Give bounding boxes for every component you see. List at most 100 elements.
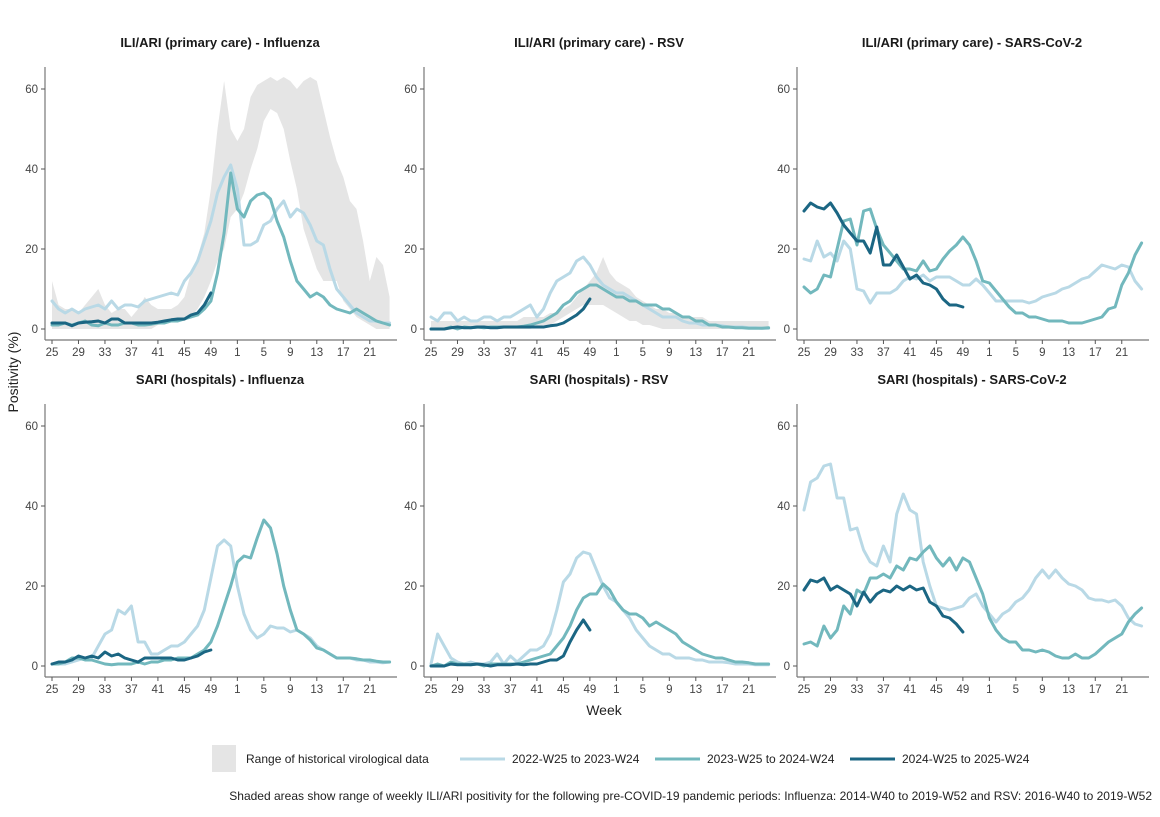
legend-band-swatch [212,745,236,772]
x-tick-label: 21 [742,347,755,359]
panels: ILI/ARI (primary care) - Influenza 0 20 40 6… [25,35,1149,696]
x-tick-label: 45 [178,684,191,696]
x-tick-label: 5 [640,684,646,696]
x-tick-label: 33 [99,347,112,359]
x-tick-label: 9 [1039,684,1045,696]
x-tick-label: 25 [46,684,59,696]
x-tick-label: 41 [152,347,165,359]
x-tick-label: 1 [986,347,992,359]
x-tick-label: 37 [877,347,890,359]
series-line-2023 [802,207,1144,325]
legend: Range of historical virological data 202… [212,745,1030,772]
x-tick-label: 37 [877,684,890,696]
panel-title: SARI (hospitals) - RSV [530,372,669,387]
series-line-2022 [50,538,392,666]
y-tick-label: 60 [777,84,790,96]
series-line-2023 [802,544,1144,660]
y-tick-label: 20 [404,581,417,593]
panel-2: ILI/ARI (primary care) - RSV 0 20 40 60 25 29 3… [404,35,776,359]
series-line-2024 [50,648,213,666]
x-tick-label: 25 [798,347,811,359]
x-tick-label: 17 [1089,347,1102,359]
series-line-2022 [50,163,392,325]
caption: Shaded areas show range of weekly ILI/AR… [229,789,1152,803]
x-tick-label: 29 [451,347,464,359]
y-tick-label: 60 [777,421,790,433]
x-tick-label: 9 [287,684,293,696]
y-tick-label: 60 [404,84,417,96]
x-tick-label: 13 [689,684,702,696]
x-tick-label: 13 [1062,684,1075,696]
x-tick-label: 1 [986,684,992,696]
x-tick-label: 21 [1115,684,1128,696]
x-tick-label: 21 [742,684,755,696]
legend-label-2024: 2024-W25 to 2025-W24 [902,752,1030,766]
x-tick-label: 49 [204,347,217,359]
x-tick-label: 21 [363,347,376,359]
x-tick-label: 49 [956,684,969,696]
series-line-2024 [802,201,965,309]
x-tick-label: 9 [1039,347,1045,359]
x-tick-label: 13 [310,684,323,696]
x-tick-label: 5 [640,347,646,359]
panel-title: ILI/ARI (primary care) - Influenza [120,35,320,50]
historical-range-band [431,257,769,329]
x-tick-label: 33 [851,347,864,359]
y-tick-label: 20 [404,244,417,256]
x-tick-label: 25 [425,347,438,359]
x-tick-label: 21 [1115,347,1128,359]
y-tick-label: 0 [784,324,790,336]
x-tick-label: 37 [125,347,138,359]
x-tick-label: 5 [1013,684,1019,696]
panel-6: SARI (hospitals) - SARS-CoV-2 0 20 40 60 25 29… [777,372,1149,696]
x-tick-label: 1 [613,347,619,359]
series-line-2024 [802,576,965,634]
y-tick-label: 40 [777,501,790,513]
x-tick-label: 37 [125,684,138,696]
x-tick-label: 5 [261,347,267,359]
legend-label-2023: 2023-W25 to 2024-W24 [707,752,835,766]
legend-band-label: Range of historical virological data [246,752,429,766]
x-tick-label: 25 [425,684,438,696]
panel-4: SARI (hospitals) - Influenza 0 20 40 60 25 29 3… [25,372,397,696]
x-tick-label: 49 [583,347,596,359]
x-tick-label: 41 [904,347,917,359]
series-line-2022 [429,550,771,667]
historical-range-band [52,77,390,329]
legend-label-2022: 2022-W25 to 2023-W24 [512,752,640,766]
x-tick-label: 25 [798,684,811,696]
x-tick-label: 29 [824,347,837,359]
x-tick-label: 29 [824,684,837,696]
panel-3: ILI/ARI (primary care) - SARS-CoV-2 0 20 40… [777,35,1149,359]
series-line-2023 [429,582,771,668]
x-tick-label: 29 [72,684,85,696]
x-tick-label: 41 [531,347,544,359]
x-tick-label: 41 [904,684,917,696]
y-tick-label: 40 [404,164,417,176]
y-tick-label: 40 [404,501,417,513]
x-tick-label: 41 [531,684,544,696]
x-tick-label: 49 [583,684,596,696]
y-tick-label: 0 [32,324,38,336]
series-line-2023 [50,171,392,328]
x-tick-label: 45 [178,347,191,359]
x-tick-label: 13 [310,347,323,359]
x-tick-label: 17 [716,684,729,696]
x-tick-label: 5 [1013,347,1019,359]
y-tick-label: 40 [25,164,38,176]
x-tick-label: 13 [1062,347,1075,359]
series-line-2024 [50,291,213,328]
y-tick-label: 20 [25,244,38,256]
x-tick-label: 17 [337,684,350,696]
x-tick-label: 5 [261,684,267,696]
panel-title: ILI/ARI (primary care) - SARS-CoV-2 [862,35,1082,50]
x-tick-label: 37 [504,347,517,359]
y-axis-label: Positivity (%) [5,332,21,413]
x-tick-label: 41 [152,684,165,696]
panel-title: ILI/ARI (primary care) - RSV [514,35,684,50]
x-tick-label: 9 [666,347,672,359]
panel-title: SARI (hospitals) - SARS-CoV-2 [877,372,1066,387]
x-tick-label: 25 [46,347,59,359]
series-line-2022 [802,462,1144,628]
